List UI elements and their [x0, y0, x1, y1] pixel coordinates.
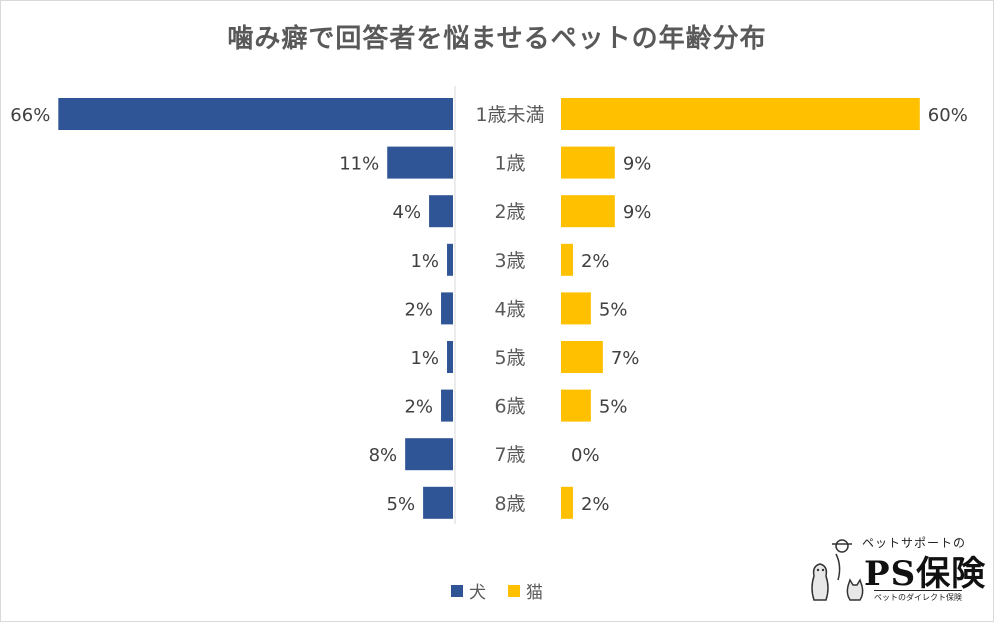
category-label: 8歳 [494, 493, 525, 515]
data-label-cat: 5% [599, 299, 628, 320]
bar-cat [561, 146, 615, 179]
legend-swatch-dog [451, 584, 463, 597]
bar-dog [447, 341, 453, 373]
data-label-cat: 2% [581, 494, 610, 515]
data-label-cat: 60% [928, 105, 968, 126]
data-label-dog: 66% [10, 105, 50, 126]
category-label: 2歳 [494, 201, 525, 223]
bar-dog [387, 146, 453, 179]
bar-cat [561, 341, 603, 373]
bar-cat [561, 98, 920, 130]
ps-insurance-logo: ペットサポートの PS保険 ペットのダイレクト保険 [808, 532, 987, 606]
data-label-dog: 11% [339, 154, 379, 175]
data-label-cat: 9% [623, 154, 652, 175]
category-label: 7歳 [494, 444, 525, 466]
bar-dog [441, 389, 453, 422]
dog-and-cat-icon [811, 539, 864, 601]
bar-dog [423, 486, 453, 519]
legend-item-cat: 猫 [508, 578, 543, 603]
chart-title: 噛み癖で回答者を悩ませるペットの年齢分布 [227, 24, 767, 54]
bar-dog [447, 243, 453, 276]
bar-cat [561, 243, 573, 276]
bar-dog [429, 195, 453, 228]
data-label-dog: 4% [393, 202, 422, 223]
data-label-dog: 2% [404, 299, 433, 320]
category-label: 3歳 [494, 250, 525, 272]
bar-dog [58, 98, 453, 130]
bar-dog [441, 292, 453, 325]
category-label: 6歳 [494, 396, 525, 418]
bar-cat [561, 389, 591, 422]
bar-cat [561, 195, 615, 228]
data-label-cat: 2% [581, 251, 610, 272]
legend-label-dog: 犬 [469, 583, 486, 603]
logo-wordmark: PS保険 [864, 554, 987, 594]
bar-cat [561, 486, 573, 519]
data-label-cat: 5% [599, 397, 628, 418]
data-label-dog: 1% [410, 251, 439, 272]
data-label-dog: 2% [404, 397, 433, 418]
legend-label-cat: 猫 [526, 583, 543, 603]
data-label-dog: 8% [369, 445, 398, 466]
data-label-cat: 0% [571, 445, 600, 466]
legend-swatch-cat [508, 584, 520, 597]
category-label: 1歳 [494, 153, 525, 175]
bar-dog [405, 438, 453, 471]
logo-tagline: ペットサポートの [862, 536, 967, 550]
logo-subtitle: ペットのダイレクト保険 [874, 590, 962, 603]
data-label-cat: 7% [611, 348, 640, 369]
data-label-dog: 1% [410, 348, 439, 369]
data-label-dog: 5% [387, 494, 416, 515]
category-label: 4歳 [494, 298, 525, 320]
bar-cat [561, 292, 591, 325]
category-label: 1歳未満 [475, 104, 544, 126]
legend-item-dog: 犬 [451, 578, 486, 603]
chart-legend: 犬 猫 [0, 578, 994, 603]
category-label: 5歳 [494, 347, 525, 369]
data-label-cat: 9% [623, 202, 652, 223]
